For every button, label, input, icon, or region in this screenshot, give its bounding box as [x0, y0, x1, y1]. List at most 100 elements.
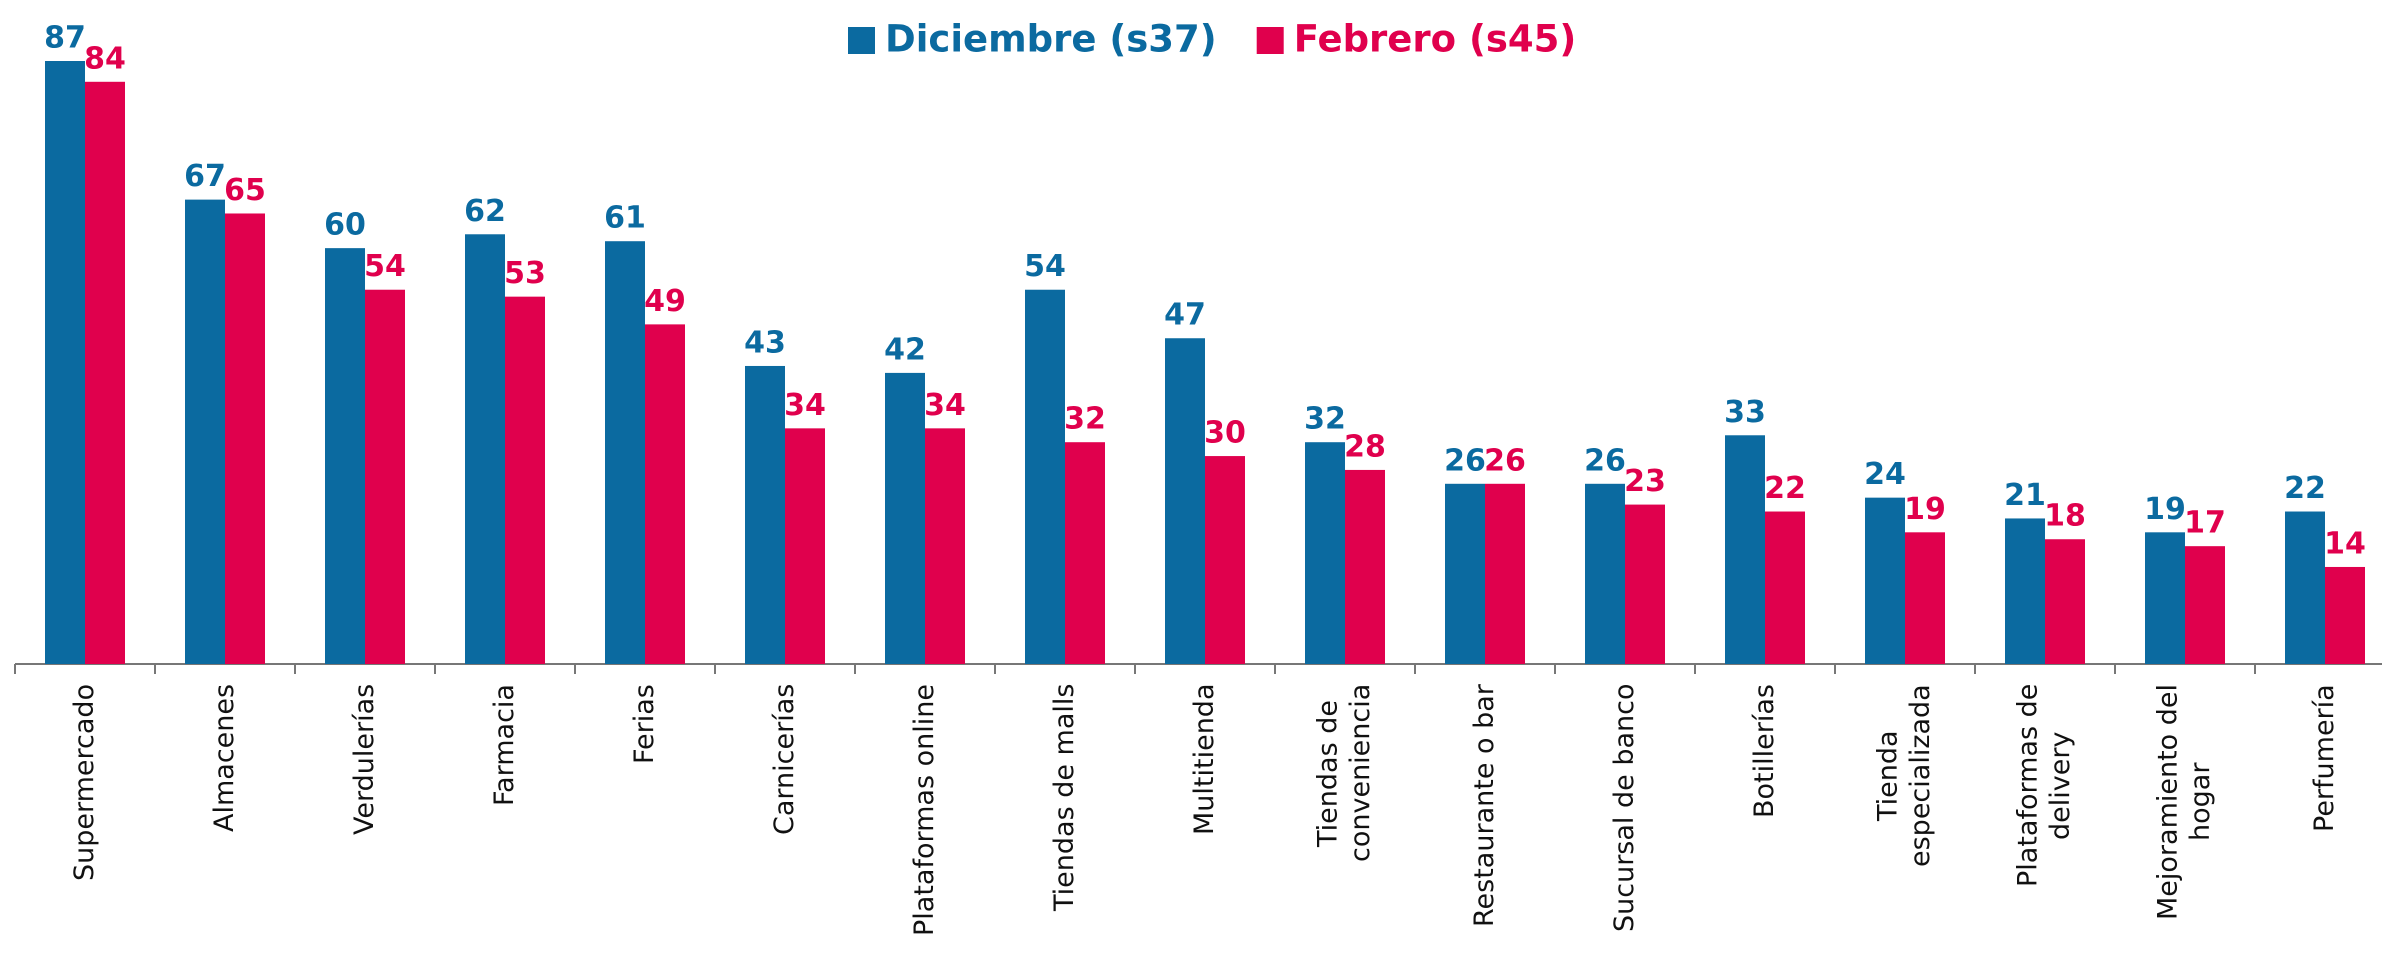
data-label: 21 — [2004, 478, 2046, 513]
x-tick-label: Plataformas de delivery — [2013, 684, 2078, 970]
data-label: 19 — [1904, 492, 1946, 527]
data-label: 19 — [2144, 492, 2186, 527]
data-label: 49 — [644, 284, 686, 319]
bar — [885, 372, 925, 664]
data-label: 84 — [84, 41, 126, 76]
bar — [185, 199, 225, 664]
data-label: 65 — [224, 173, 266, 208]
data-label: 34 — [924, 388, 966, 423]
x-tick-text: Restaurante o bar — [1468, 684, 1500, 927]
x-tick-label: Tiendas de conveniencia — [1313, 684, 1378, 970]
x-tick-text: Plataformas online — [908, 684, 940, 936]
bar — [1345, 469, 1385, 664]
data-label: 32 — [1304, 402, 1346, 437]
x-tick-text: Mejoramiento del hogar — [2152, 684, 2216, 921]
x-tick-label: Sucursal de banco — [1609, 684, 1641, 970]
x-tick-text: Almacenes — [208, 684, 240, 833]
bar — [2145, 532, 2185, 664]
bar — [785, 428, 825, 664]
bar — [1625, 504, 1665, 664]
data-label: 26 — [1444, 443, 1486, 478]
x-tick-text: Tiendas de conveniencia — [1312, 684, 1376, 863]
x-tick-text: Tienda especializada — [1872, 684, 1936, 867]
bar — [505, 296, 545, 664]
data-label: 43 — [744, 325, 786, 360]
data-label: 54 — [364, 249, 406, 284]
bar — [1865, 497, 1905, 664]
x-tick-label: Tienda especializada — [1873, 684, 1938, 970]
bar — [925, 428, 965, 664]
legend-swatch — [848, 27, 875, 54]
data-label: 22 — [1764, 471, 1806, 506]
x-tick-label: Almacenes — [209, 684, 241, 970]
data-label: 61 — [604, 201, 646, 236]
data-label: 18 — [2044, 499, 2086, 534]
bar — [645, 324, 685, 664]
bar — [2185, 546, 2225, 664]
bar — [365, 289, 405, 664]
x-tick-label: Multitienda — [1189, 684, 1221, 970]
bar — [2005, 518, 2045, 664]
legend-label: Febrero (s45) — [1294, 18, 1577, 61]
bar — [225, 213, 265, 664]
x-tick-label: Supermercado — [69, 684, 101, 970]
x-tick-text: Supermercado — [68, 684, 100, 882]
x-tick-label: Carnicerías — [769, 684, 801, 970]
x-tick-text: Verdulerías — [348, 684, 380, 836]
bar — [1165, 338, 1205, 664]
x-tick-text: Multitienda — [1188, 684, 1220, 836]
bar — [465, 234, 505, 664]
data-label: 30 — [1204, 416, 1246, 451]
data-label: 32 — [1064, 402, 1106, 437]
bar — [2285, 511, 2325, 664]
data-label: 17 — [2184, 506, 2226, 541]
data-label: 22 — [2284, 471, 2326, 506]
bar — [1585, 483, 1625, 664]
x-tick-label: Restaurante o bar — [1469, 684, 1501, 970]
bar — [1725, 435, 1765, 664]
bar — [2045, 539, 2085, 664]
x-tick-label: Farmacia — [489, 684, 521, 970]
bar — [605, 241, 645, 664]
x-tick-label: Botillerías — [1749, 684, 1781, 970]
data-label: 54 — [1024, 249, 1066, 284]
x-tick-label: Mejoramiento del hogar — [2153, 684, 2218, 970]
data-label: 47 — [1164, 298, 1206, 333]
bar — [1025, 289, 1065, 664]
data-label: 23 — [1624, 464, 1666, 499]
data-label: 62 — [464, 194, 506, 229]
x-tick-label: Perfumería — [2309, 684, 2341, 970]
data-label: 33 — [1724, 395, 1766, 430]
x-tick-label: Verdulerías — [349, 684, 381, 970]
x-tick-text: Farmacia — [488, 684, 520, 806]
x-tick-label: Ferias — [629, 684, 661, 970]
x-tick-text: Sucursal de banco — [1608, 684, 1640, 933]
data-label: 42 — [884, 332, 926, 367]
data-label: 53 — [504, 256, 546, 291]
bar — [85, 81, 125, 665]
x-tick-text: Tiendas de malls — [1048, 684, 1080, 912]
x-tick-text: Plataformas de delivery — [2012, 684, 2076, 888]
bar — [1065, 442, 1105, 664]
x-tick-text: Perfumería — [2308, 684, 2340, 832]
data-label: 60 — [324, 208, 366, 243]
data-label: 67 — [184, 159, 226, 194]
legend-swatch — [1256, 27, 1284, 54]
bar — [1905, 532, 1945, 664]
bar — [745, 365, 785, 664]
x-tick-text: Botillerías — [1748, 684, 1780, 818]
data-label: 34 — [784, 388, 826, 423]
x-tick-text: Ferias — [628, 684, 660, 764]
bar — [1445, 483, 1485, 664]
data-label: 24 — [1864, 457, 1906, 492]
bar — [2325, 566, 2365, 664]
data-label: 28 — [1344, 429, 1386, 464]
bar — [1305, 442, 1345, 664]
bar — [45, 61, 85, 664]
x-tick-text: Carnicerías — [768, 684, 800, 836]
data-label: 14 — [2324, 526, 2366, 561]
data-label: 87 — [44, 21, 86, 56]
data-label: 26 — [1484, 443, 1526, 478]
